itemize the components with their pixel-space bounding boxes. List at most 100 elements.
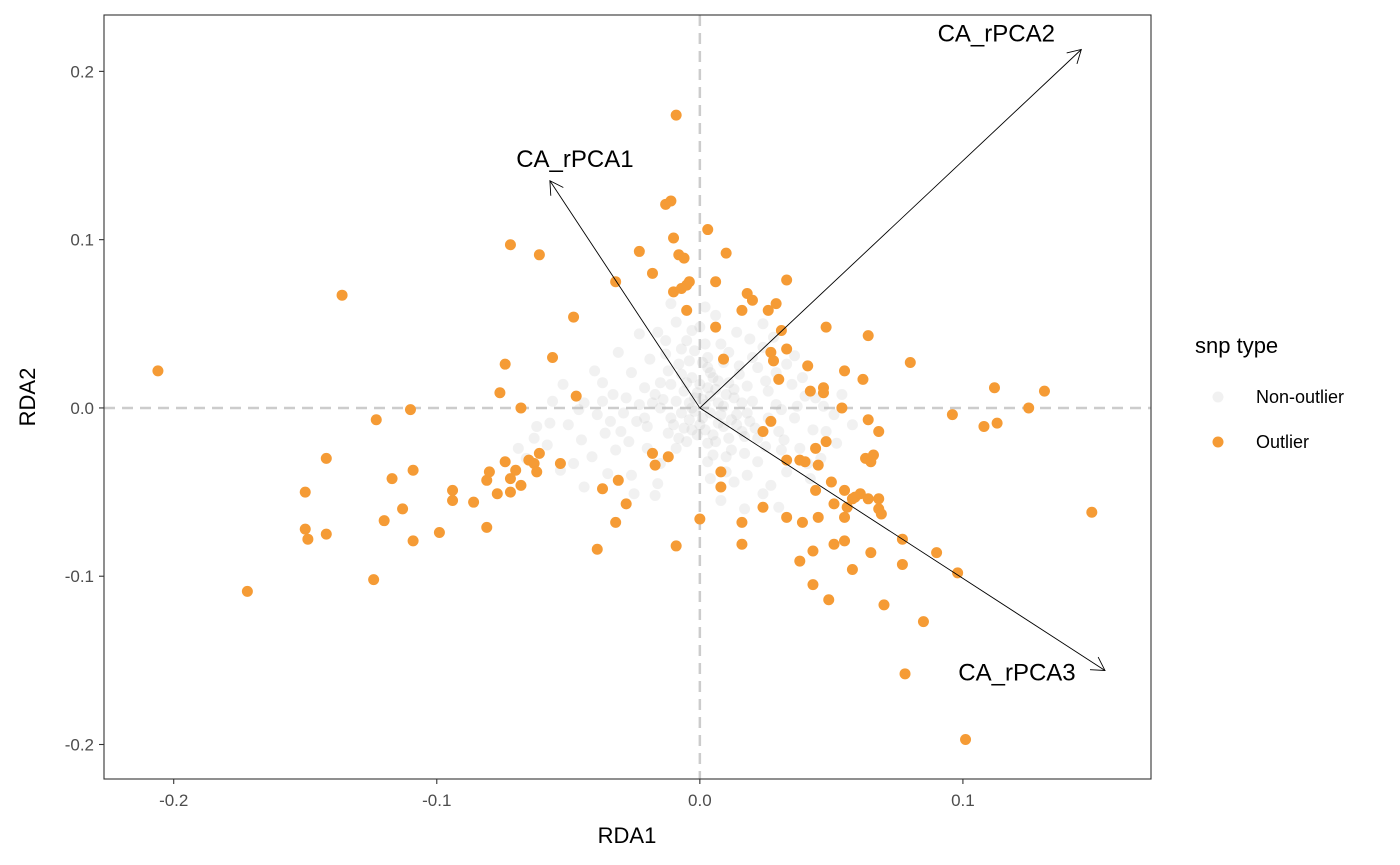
non-outlier-point	[631, 415, 643, 427]
outlier-point	[494, 387, 506, 399]
non-outlier-point	[699, 301, 711, 313]
outlier-point	[483, 466, 495, 478]
y-axis-title: RDA2	[15, 368, 40, 427]
non-outlier-point	[670, 442, 682, 454]
non-outlier-point	[681, 377, 693, 389]
non-outlier-point	[662, 365, 674, 377]
outlier-point	[862, 493, 874, 505]
non-outlier-point	[710, 436, 722, 448]
outlier-point	[817, 387, 829, 399]
outlier-point	[873, 425, 885, 437]
outlier-point	[841, 501, 853, 513]
outlier-point	[807, 579, 819, 591]
outlier-point	[404, 404, 416, 416]
outlier-point	[665, 195, 677, 207]
outlier-point	[757, 501, 769, 513]
arrow-label: CA_rPCA1	[516, 146, 633, 173]
outlier-point	[1038, 385, 1050, 397]
non-outlier-point	[641, 420, 653, 432]
y-tick-label: 0.0	[70, 399, 94, 418]
outlier-point	[370, 414, 382, 426]
outlier-point	[531, 466, 543, 478]
non-outlier-point	[620, 392, 632, 404]
non-outlier-point	[686, 372, 698, 384]
outlier-point	[765, 415, 777, 427]
outlier-point	[825, 476, 837, 488]
outlier-point	[917, 616, 929, 628]
non-outlier-point	[710, 309, 722, 321]
outlier-point	[781, 274, 793, 286]
biplot-arrows: CA_rPCA1 CA_rPCA2 CA_rPCA3	[516, 20, 1106, 686]
non-outlier-point	[668, 419, 680, 431]
outlier-point	[839, 511, 851, 523]
non-outlier-point	[586, 451, 598, 463]
non-outlier-point	[665, 378, 677, 390]
outlier-point	[299, 486, 311, 498]
non-outlier-point	[675, 368, 687, 380]
outlier-point	[407, 535, 419, 547]
outlier-point	[554, 457, 566, 469]
outlier-point	[152, 365, 164, 377]
outlier-point	[533, 249, 545, 261]
outlier-point	[896, 558, 908, 570]
non-outlier-point	[639, 412, 651, 424]
outlier-point	[736, 516, 748, 528]
arrow-line	[699, 49, 1082, 409]
x-axis-title: RDA1	[598, 823, 657, 848]
non-outlier-point	[547, 395, 559, 407]
outlier-point	[952, 567, 964, 579]
non-outlier-point	[757, 341, 769, 353]
outlier-point	[715, 481, 727, 493]
non-outlier-point	[731, 419, 743, 431]
non-outlier-point	[628, 488, 640, 500]
outlier-point	[499, 358, 511, 370]
non-outlier-point	[789, 350, 801, 362]
outlier-point	[528, 457, 540, 469]
non-outlier-point	[625, 367, 637, 379]
outlier-point	[867, 449, 879, 461]
non-outlier-point	[728, 383, 740, 395]
non-outlier-point	[789, 412, 801, 424]
outlier-point	[397, 503, 409, 515]
outlier-point	[820, 321, 832, 333]
outlier-point	[533, 447, 545, 459]
outlier-point	[597, 483, 609, 495]
non-outlier-point	[597, 377, 609, 389]
outlier-point	[368, 574, 380, 586]
arrow-line	[549, 180, 701, 409]
outlier-point	[499, 456, 511, 468]
outlier-point	[802, 360, 814, 372]
outlier-point	[662, 451, 674, 463]
non-outlier-point	[686, 402, 698, 414]
non-outlier-point	[544, 417, 556, 429]
outlier-point	[794, 555, 806, 567]
outlier-point	[386, 473, 398, 485]
outlier-point	[678, 252, 690, 264]
non-outlier-point	[646, 397, 658, 409]
non-outlier-point	[694, 419, 706, 431]
outlier-point	[765, 346, 777, 358]
outlier-point	[481, 521, 493, 533]
y-axis: -0.2 -0.1 0.0 0.1 0.2	[65, 62, 104, 755]
non-outlier-point	[778, 434, 790, 446]
x-tick-label: 0.1	[951, 791, 975, 810]
non-outlier-point	[715, 409, 727, 421]
non-outlier-point	[704, 390, 716, 402]
outlier-point	[768, 355, 780, 367]
legend-label-non-outlier: Non-outlier	[1256, 387, 1344, 407]
outlier-point	[633, 245, 645, 257]
non-outlier-point	[541, 439, 553, 451]
outlier-point	[931, 547, 943, 559]
arrow-head	[1089, 656, 1106, 671]
outlier-point	[978, 420, 990, 432]
non-outlier-point	[744, 415, 756, 427]
non-outlier-point	[718, 400, 730, 412]
arrow-line	[699, 407, 1106, 671]
non-outlier-point	[704, 407, 716, 419]
outlier-point	[302, 533, 314, 545]
non-outlier-point	[741, 407, 753, 419]
outlier-point	[504, 239, 516, 251]
outlier-point	[646, 267, 658, 279]
outlier-point	[899, 668, 911, 680]
non-outlier-point	[807, 424, 819, 436]
